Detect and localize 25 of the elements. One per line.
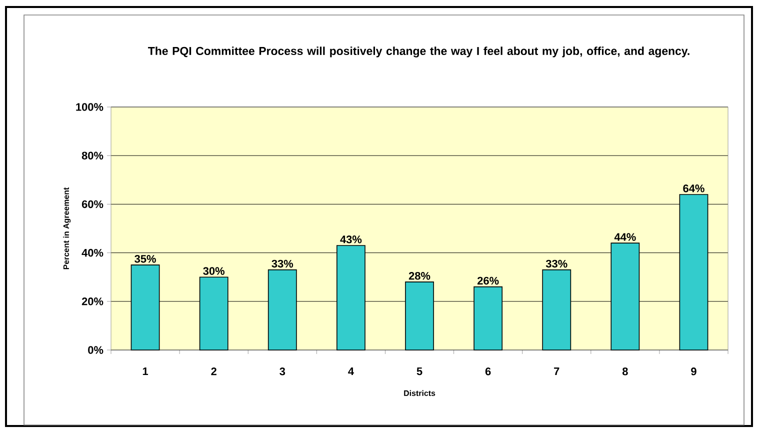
y-tick-label: 100% — [76, 103, 104, 111]
data-label: 64% — [683, 184, 704, 192]
data-label: 28% — [408, 272, 430, 280]
x-tick-label: 2 — [211, 368, 216, 376]
y-tick-label: 80% — [82, 152, 104, 160]
y-tick-label: 20% — [82, 298, 104, 306]
x-tick-label: 3 — [280, 368, 286, 376]
data-label: 35% — [134, 254, 156, 263]
x-tick-label: 7 — [554, 368, 560, 376]
x-tick-label: 1 — [142, 368, 148, 376]
x-tick-label: 4 — [348, 368, 354, 376]
data-label: 43% — [340, 236, 362, 244]
y-tick-label: 60% — [82, 200, 104, 208]
data-label: 44% — [614, 233, 636, 241]
data-label: 30% — [203, 267, 225, 275]
data-label: 33% — [546, 260, 568, 268]
x-tick-label: 6 — [485, 368, 491, 376]
x-tick-label: 9 — [691, 368, 696, 376]
x-tick-label: 8 — [622, 368, 628, 376]
data-label: 26% — [477, 276, 499, 285]
x-tick-label: 5 — [416, 368, 422, 376]
data-label: 33% — [272, 260, 294, 268]
y-tick-label: 0% — [88, 346, 104, 354]
chart-title: The PQI Committee Process will positively change the way I feel about my job, office, and agency. — [148, 46, 690, 58]
y-tick-label: 40% — [82, 248, 104, 257]
